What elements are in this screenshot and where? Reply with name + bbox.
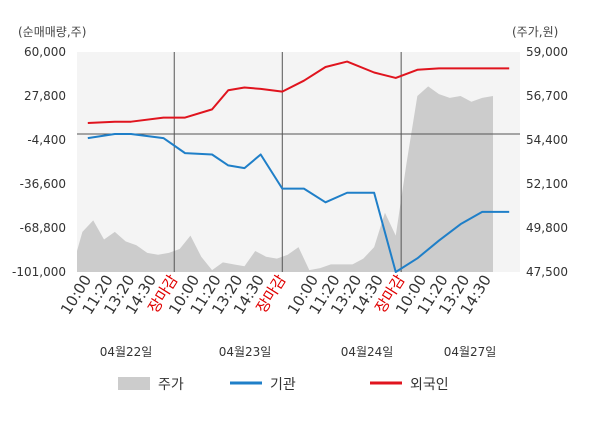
legend-label-institution: 기관 — [270, 377, 296, 393]
legend-label-foreign: 외국인 — [410, 377, 449, 393]
day-separator-layer — [173, 52, 402, 272]
right-tick-label: 49,800 — [526, 221, 568, 235]
day-label: 04월24일 — [341, 345, 394, 359]
series-line-layer — [87, 60, 510, 273]
x-tick-labels: 10:0011:2013:2014:30장마감10:0011:2013:2014… — [57, 271, 495, 317]
right-tick-labels: 59,000 56,700 54,400 52,100 49,800 47,500 — [526, 45, 568, 279]
legend-label-price: 주가 — [158, 377, 184, 393]
legend-swatch-price — [118, 377, 150, 390]
left-tick-label: -36,600 — [20, 177, 66, 191]
legend: 주가 기관 외국인 — [118, 377, 449, 393]
right-tick-label: 56,700 — [526, 89, 568, 103]
right-axis-title: (주가,원) — [512, 25, 558, 39]
left-tick-label: -68,800 — [20, 221, 66, 235]
left-tick-label: 60,000 — [24, 45, 66, 59]
right-tick-label: 59,000 — [526, 45, 568, 59]
day-label: 04월27일 — [444, 345, 497, 359]
left-tick-label: -101,000 — [12, 265, 66, 279]
right-tick-label: 52,100 — [526, 177, 568, 191]
day-labels: 04월22일 04월23일 04월24일 04월27일 — [100, 345, 497, 359]
series-line-institution — [87, 132, 510, 273]
right-tick-label: 47,500 — [526, 265, 568, 279]
left-tick-label: -4,400 — [27, 133, 66, 147]
series-line-foreign — [87, 60, 510, 125]
right-tick-label: 54,400 — [526, 133, 568, 147]
left-axis-title: (순매매량,주) — [18, 25, 86, 39]
left-tick-labels: 60,000 27,800 -4,400 -36,600 -68,800 -101,000 — [12, 45, 66, 279]
price-area — [77, 86, 493, 272]
left-tick-label: 27,800 — [24, 89, 66, 103]
price-area-layer — [77, 86, 493, 272]
day-label: 04월22일 — [100, 345, 153, 359]
day-label: 04월23일 — [219, 345, 272, 359]
